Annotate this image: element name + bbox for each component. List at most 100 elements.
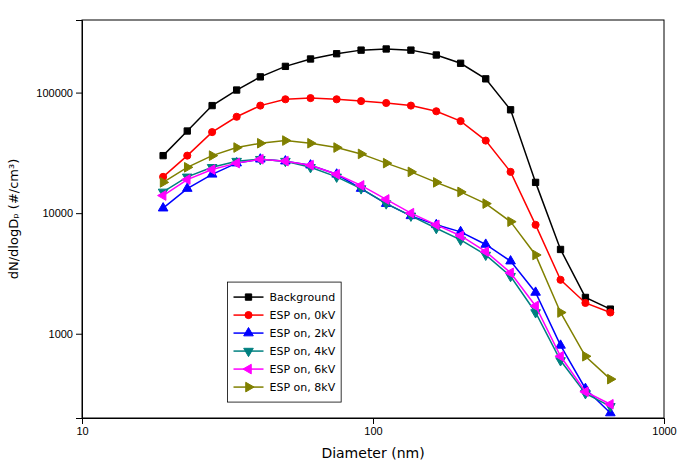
point [333,96,340,103]
point [358,47,364,53]
point [307,56,313,62]
legend-marker [243,364,251,374]
tick: 10 [76,418,88,437]
axis-line [76,21,83,419]
point [233,87,239,93]
legend-frame [228,282,342,402]
point [557,246,563,252]
legend-marker [246,382,254,392]
series [158,154,615,416]
point [158,203,168,211]
point [231,158,239,168]
point [407,102,414,109]
tick-mark [76,93,82,94]
point [331,170,339,180]
legend-item: ESP on, 6kV [234,363,336,376]
tick-label: 10000 [42,207,73,219]
tick-mark [373,418,374,424]
y-axis: 100010000100000 [36,21,82,419]
y-axis-title: dN/dlogDₚ (#/cm³) [6,159,21,280]
point [405,208,413,218]
series [158,156,615,411]
point [457,60,463,66]
point [282,96,289,103]
tick: 1000 [652,418,676,437]
x-axis-title: Diameter (nm) [321,445,424,461]
tick-mark [76,334,82,335]
point [583,351,591,361]
tick-label: 10 [76,425,88,437]
point [358,149,366,159]
legend: BackgroundESP on, 0kVESP on, 2kVESP on, … [228,282,342,402]
plot-area: 101001000100010000100000BackgroundESP on… [36,20,676,437]
point [531,287,541,295]
plot-frame [82,20,664,418]
point [558,308,566,318]
line [163,159,610,404]
point [182,175,190,185]
point [507,168,514,175]
legend-marker [244,348,254,356]
point [532,179,538,185]
point [483,76,489,82]
point [282,63,288,69]
line [163,49,610,309]
point [458,187,466,197]
point [358,98,365,105]
point [184,163,192,173]
point [505,268,513,278]
legend-marker [244,328,254,336]
point [383,99,390,106]
point [556,340,566,348]
series [160,46,614,312]
line [163,98,610,312]
tick: 10000 [42,207,82,219]
x-axis: 10 100 1000 [76,418,676,437]
line [163,159,610,413]
axis-line [83,419,665,425]
point [257,102,264,109]
point [607,309,614,316]
point [158,191,166,201]
point [383,46,389,52]
point [431,220,439,230]
point [383,158,391,168]
chart: 101001000100010000100000BackgroundESP on… [0,0,684,470]
point [608,374,616,384]
point [356,181,364,191]
point [381,195,389,205]
legend-item: ESP on, 8kV [234,381,336,394]
point [283,136,291,146]
point [483,199,491,209]
point [182,183,192,191]
legend-label: ESP on, 4kV [270,345,336,358]
legend-item: Background [234,291,336,304]
point [582,299,589,306]
legend-label: Background [270,291,336,304]
tick-label: 100000 [36,87,73,99]
point [533,250,541,260]
point [209,102,215,108]
tick-label: 1000 [652,425,676,437]
point [234,143,242,153]
legend-item: ESP on, 2kV [234,327,336,340]
point [333,51,339,57]
legend-label: ESP on, 8kV [270,381,336,394]
point [334,143,342,153]
legend-marker [245,294,251,300]
point [457,118,464,125]
point [532,221,539,228]
point [184,128,190,134]
legend-label: ESP on, 6kV [270,363,336,376]
tick: 100 [364,418,382,437]
point [580,387,588,397]
point [209,129,216,136]
tick: 100000 [36,87,82,99]
point [307,95,314,102]
point [530,301,538,311]
point [209,151,217,161]
point [507,107,513,113]
point [557,276,564,283]
point [508,217,516,227]
point [481,239,491,247]
